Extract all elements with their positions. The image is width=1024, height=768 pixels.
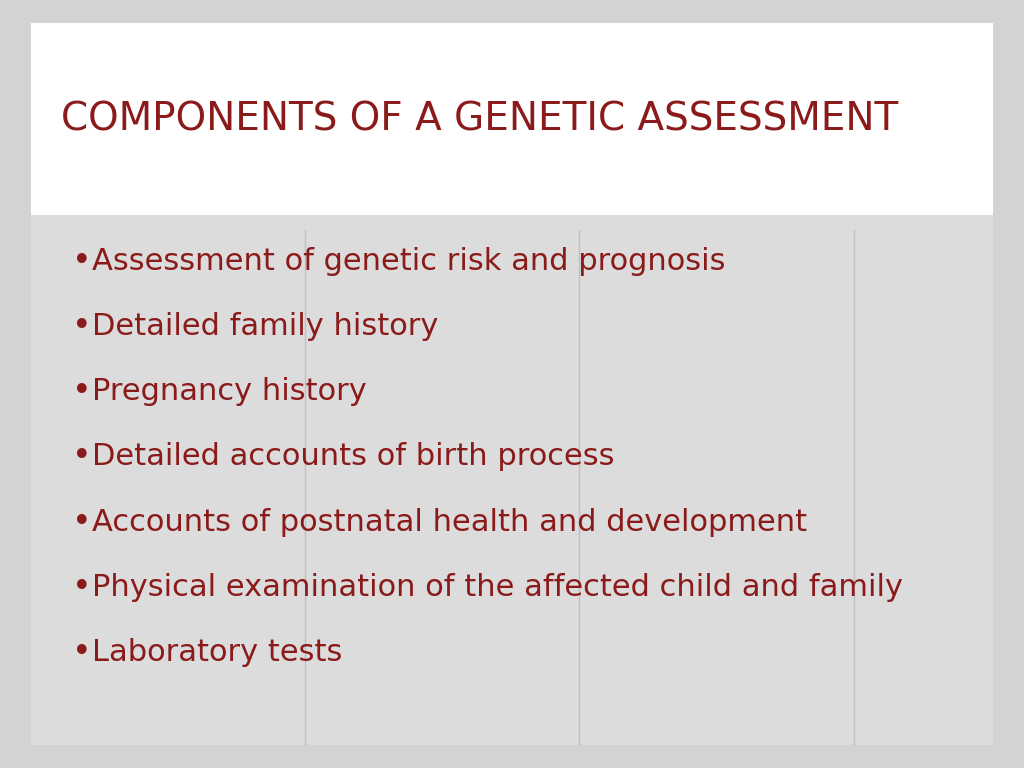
Text: Pregnancy history: Pregnancy history: [92, 377, 367, 406]
Text: COMPONENTS OF A GENETIC ASSESSMENT: COMPONENTS OF A GENETIC ASSESSMENT: [61, 100, 899, 138]
Text: Detailed accounts of birth process: Detailed accounts of birth process: [92, 442, 614, 472]
Text: •: •: [72, 637, 91, 669]
Text: Physical examination of the affected child and family: Physical examination of the affected chi…: [92, 573, 903, 602]
Text: Laboratory tests: Laboratory tests: [92, 638, 343, 667]
Text: •: •: [72, 310, 91, 343]
Text: •: •: [72, 506, 91, 538]
Text: •: •: [72, 376, 91, 408]
Bar: [31, 23, 993, 215]
Text: •: •: [72, 245, 91, 277]
Text: Accounts of postnatal health and development: Accounts of postnatal health and develop…: [92, 508, 807, 537]
Text: Detailed family history: Detailed family history: [92, 312, 438, 341]
Text: •: •: [72, 441, 91, 473]
Text: •: •: [72, 571, 91, 604]
Text: Assessment of genetic risk and prognosis: Assessment of genetic risk and prognosis: [92, 247, 726, 276]
